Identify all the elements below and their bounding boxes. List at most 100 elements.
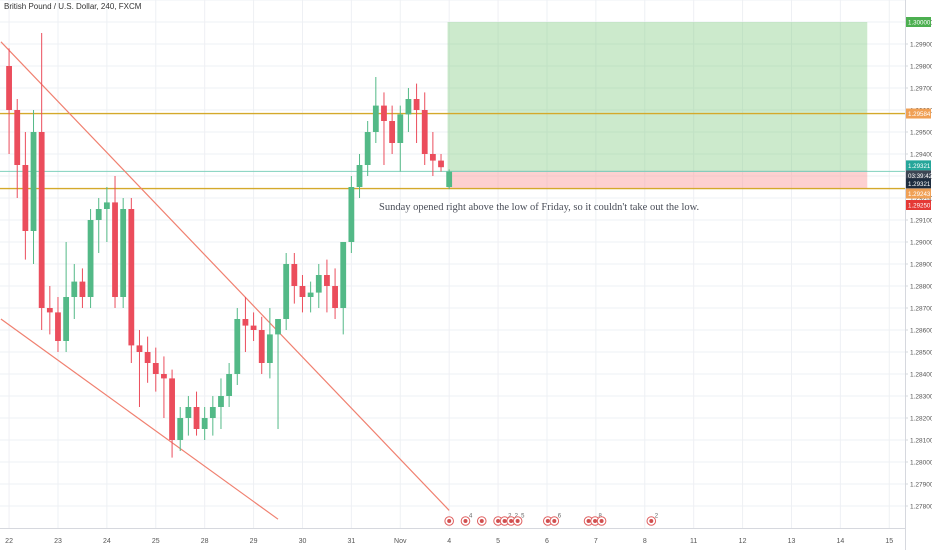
time-tick-label: 31 (347, 538, 355, 545)
candle (381, 92, 387, 165)
price-axis[interactable]: 1.27800 1.27900 1.28000 1.28100 1.28200 1.283… (905, 0, 932, 550)
candle (234, 308, 241, 385)
profit-zone (447, 22, 868, 172)
level-price-badge-bg (906, 108, 931, 119)
countdown-badge: 03:39:42 (906, 170, 932, 181)
event-flag-dot (509, 519, 514, 523)
candle (356, 154, 363, 198)
candle (413, 83, 420, 143)
candle-body (226, 374, 233, 396)
candle (30, 110, 37, 264)
time-tick-label: 12 (739, 538, 747, 545)
chart-title: British Pound / U.S. Dollar, 240, FXCM (4, 2, 142, 11)
candle-body (307, 292, 314, 297)
candle (120, 198, 127, 308)
candle-body (340, 242, 347, 308)
loss-zone (447, 171, 868, 189)
candle-body (299, 286, 306, 297)
price-tick-label: 1.29400 (910, 151, 932, 158)
current-price-badge-text: 1.29321 (908, 163, 931, 170)
candle-body (291, 264, 298, 286)
candle-body (258, 330, 265, 363)
event-count-label: 6 (558, 514, 562, 520)
time-tick-label: 5 (496, 538, 500, 545)
event-marker: 2 (646, 514, 659, 526)
time-tick-label: 13 (788, 538, 796, 545)
level-price-badge: 1.29243 (906, 188, 931, 199)
candle-body (87, 220, 94, 297)
candle-body (275, 319, 281, 335)
price-tick-label: 1.29100 (910, 217, 932, 224)
candle-body (6, 66, 12, 110)
price-tick-label: 1.29000 (910, 239, 932, 246)
position-zones (447, 22, 868, 189)
time-tick-label: 23 (54, 538, 62, 545)
candle-body (266, 334, 273, 363)
candle (218, 378, 224, 429)
candle (307, 281, 314, 313)
candle-body (446, 171, 453, 187)
candle (446, 169, 453, 190)
time-tick-label: 4 (447, 538, 451, 545)
price-tick-label: 1.29900 (910, 41, 932, 48)
candle (315, 264, 322, 308)
candle-body (185, 407, 192, 418)
candle-body (438, 160, 444, 168)
candle-body (144, 352, 151, 363)
level-price-badge-text: 1.29584 (908, 111, 931, 118)
event-marker (596, 516, 607, 526)
price-tick-label: 1.28900 (910, 261, 932, 268)
time-tick-label: 7 (594, 538, 598, 545)
candle-body (152, 363, 159, 374)
event-flag-dot (552, 519, 557, 523)
candle-body (22, 165, 29, 231)
candle (128, 198, 135, 363)
candle (291, 253, 298, 304)
candle (299, 275, 306, 313)
price-tick-label: 1.29500 (910, 129, 932, 136)
candle-body (79, 281, 86, 297)
price-tick-label: 1.27800 (910, 503, 932, 510)
time-tick-label: 29 (250, 538, 258, 545)
candle-body (201, 418, 208, 429)
candle (95, 198, 102, 253)
current-price-badge-bg (906, 160, 931, 171)
event-flag-dot (479, 519, 484, 523)
candle (22, 132, 29, 260)
event-flag-dot (586, 519, 591, 523)
candle (226, 363, 233, 407)
candle (209, 396, 216, 436)
candle-body (71, 281, 78, 297)
candle (6, 48, 12, 154)
candle (397, 105, 404, 172)
candle (38, 33, 45, 330)
bid-price-badge-bg (906, 200, 931, 210)
time-axis[interactable]: 22 23 24 25 28 29 30 31 Nov 4 5 6 7 8 11 12 13 14 15 (0, 528, 932, 550)
candle (87, 209, 94, 308)
price-tick-label: 1.28400 (910, 371, 932, 378)
time-tick-label: 15 (885, 538, 893, 545)
event-count-label: 4 (469, 514, 473, 520)
event-marker: 5 (512, 514, 525, 526)
candle-body (234, 319, 241, 374)
event-count-label: 5 (521, 514, 525, 520)
candle-body (63, 297, 70, 341)
last-price-badge-text: 1.29321 (908, 181, 931, 188)
event-flag-dot (496, 519, 501, 523)
target-price-badge: 1.30000 (906, 17, 931, 27)
candle-body (429, 154, 436, 161)
countdown-badge-bg (906, 170, 931, 181)
candle (258, 316, 265, 374)
candle-body (413, 99, 420, 110)
target-price-badge-bg (906, 17, 931, 27)
candle (429, 132, 436, 176)
candle-body (405, 99, 412, 115)
candle-body (315, 275, 322, 293)
candle-body (381, 105, 387, 121)
candle-body (372, 105, 379, 132)
candle (275, 319, 281, 429)
candle-body (169, 378, 175, 440)
candle (324, 259, 330, 313)
